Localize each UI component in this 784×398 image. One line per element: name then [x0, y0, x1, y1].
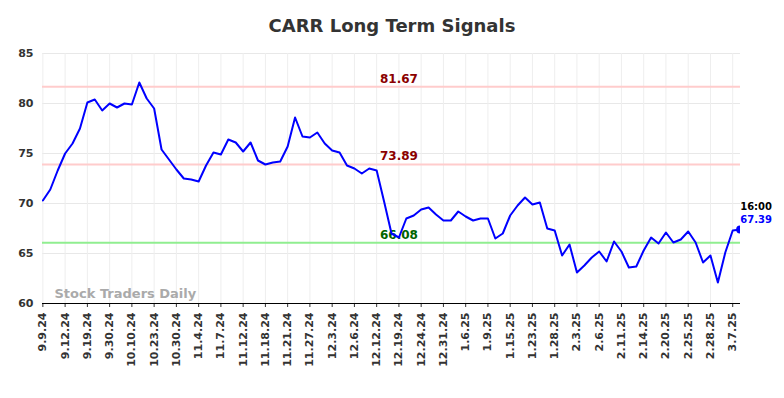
svg-text:80: 80: [18, 97, 34, 110]
svg-text:75: 75: [18, 147, 33, 160]
svg-text:1.9.25: 1.9.25: [481, 313, 494, 352]
svg-text:11.4.24: 11.4.24: [192, 312, 205, 359]
svg-text:81.67: 81.67: [380, 72, 418, 86]
svg-text:12.3.24: 12.3.24: [326, 312, 339, 359]
svg-text:65: 65: [18, 247, 33, 260]
svg-text:1.6.25: 1.6.25: [459, 313, 472, 352]
svg-text:73.89: 73.89: [380, 149, 418, 163]
svg-text:10.23.24: 10.23.24: [148, 312, 161, 367]
svg-text:2.20.25: 2.20.25: [659, 313, 672, 360]
svg-text:12.12.24: 12.12.24: [370, 312, 383, 367]
svg-text:Stock Traders Daily: Stock Traders Daily: [55, 286, 197, 301]
svg-text:1.28.25: 1.28.25: [548, 313, 561, 360]
svg-text:2.14.25: 2.14.25: [637, 313, 650, 360]
svg-text:2.28.25: 2.28.25: [704, 313, 717, 360]
svg-text:9.9.24: 9.9.24: [36, 312, 49, 351]
svg-text:67.39: 67.39: [740, 214, 772, 225]
svg-text:66.08: 66.08: [380, 228, 418, 242]
svg-text:10.30.24: 10.30.24: [170, 312, 183, 367]
svg-text:2.25.25: 2.25.25: [682, 313, 695, 360]
svg-text:12.31.24: 12.31.24: [437, 312, 450, 367]
html-text:CARR Long Term Signals: CARR Long Term Signals: [268, 15, 516, 36]
svg-text:11.18.24: 11.18.24: [259, 312, 272, 367]
svg-text:10.10.24: 10.10.24: [125, 312, 138, 367]
svg-text:11.27.24: 11.27.24: [303, 312, 316, 367]
svg-text:60: 60: [18, 297, 34, 310]
svg-text:12.19.24: 12.19.24: [392, 312, 405, 367]
svg-text:3.7.25: 3.7.25: [726, 313, 739, 352]
svg-text:85: 85: [18, 47, 33, 60]
svg-text:9.12.24: 9.12.24: [59, 312, 72, 359]
svg-text:9.30.24: 9.30.24: [103, 312, 116, 359]
svg-text:11.21.24: 11.21.24: [281, 312, 294, 367]
svg-text:16:00: 16:00: [740, 201, 772, 212]
svg-text:70: 70: [18, 197, 34, 210]
svg-text:9.19.24: 9.19.24: [81, 312, 94, 359]
svg-text:12.6.24: 12.6.24: [348, 312, 361, 359]
svg-text:11.7.24: 11.7.24: [214, 312, 227, 359]
svg-text:1.23.25: 1.23.25: [526, 313, 539, 360]
svg-text:2.6.25: 2.6.25: [593, 313, 606, 352]
svg-text:2.11.25: 2.11.25: [615, 313, 628, 360]
svg-text:11.12.24: 11.12.24: [237, 312, 250, 367]
svg-text:1.15.25: 1.15.25: [504, 313, 517, 360]
svg-text:2.3.25: 2.3.25: [570, 313, 583, 352]
svg-text:12.24.24: 12.24.24: [415, 312, 428, 367]
